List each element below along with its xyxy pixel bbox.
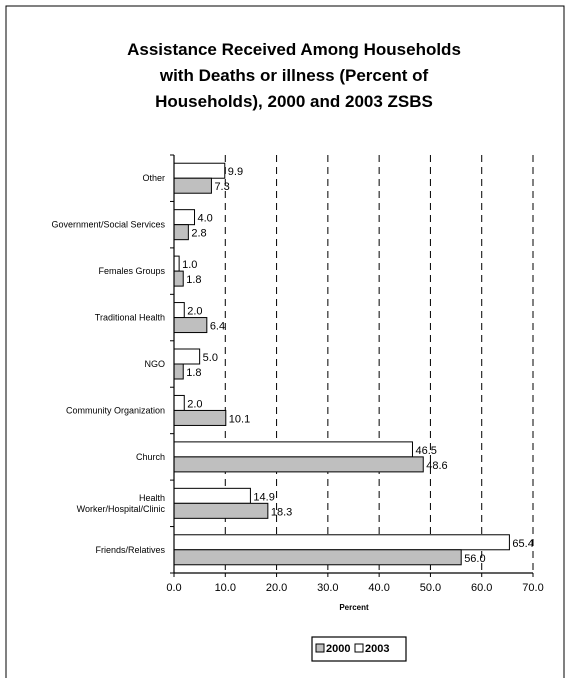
data-label-2003: 5.0 — [203, 352, 218, 364]
x-tick-label: 10.0 — [215, 582, 236, 594]
x-axis-title: Percent — [339, 603, 369, 612]
bar-2000 — [173, 317, 208, 334]
x-tick-label: 70.0 — [522, 582, 543, 594]
data-label-2003: 2.0 — [187, 398, 202, 410]
category-label: Friends/Relatives — [95, 545, 165, 555]
legend-label-2003: 2003 — [365, 643, 389, 655]
bar-2003 — [173, 209, 196, 226]
data-label-2003: 14.9 — [253, 491, 274, 503]
category-label: Females Groups — [98, 266, 165, 276]
category-label: Traditional Health — [95, 313, 165, 323]
data-label-2000: 1.8 — [186, 274, 201, 286]
bar-2000 — [173, 549, 462, 566]
category-label: NGO — [144, 359, 165, 369]
category-label: Other — [142, 173, 165, 183]
category-label: Government/Social Services — [51, 220, 165, 230]
bar-2000 — [173, 177, 212, 194]
data-label-2000: 48.6 — [426, 460, 447, 472]
bars-group — [173, 162, 510, 566]
bar-2000 — [173, 456, 424, 473]
x-tick-label: 50.0 — [420, 582, 441, 594]
bar-2003 — [173, 162, 226, 179]
legend-swatch-2000 — [315, 643, 325, 653]
data-label-2000: 1.8 — [186, 367, 201, 379]
bar-2003 — [173, 255, 180, 272]
category-label: Community Organization — [66, 405, 165, 415]
labels-group: 0.0 10.0 20.0 30.0 40.0 50.0 60.0 70.0 9.9 7.3 Oth… — [51, 166, 543, 594]
x-tick-label: 40.0 — [368, 582, 389, 594]
data-label-2003: 1.0 — [182, 259, 197, 271]
category-label: Health — [139, 493, 165, 503]
data-label-2000: 6.4 — [210, 321, 225, 333]
x-tick-label: 30.0 — [317, 582, 338, 594]
bar-2000 — [173, 224, 189, 241]
grid-lines — [224, 155, 534, 573]
data-label-2000: 56.0 — [464, 553, 485, 565]
bar-2003 — [173, 348, 201, 365]
category-label: Church — [136, 452, 165, 462]
chart-title-line-3: Households), 2000 and 2003 ZSBS — [155, 92, 433, 111]
bar-2003 — [173, 302, 185, 319]
chart-title-line-1: Assistance Received Among Households — [127, 40, 461, 59]
data-label-2003: 2.0 — [187, 306, 202, 318]
bar-2000 — [173, 270, 184, 287]
bar-2000 — [173, 363, 184, 380]
legend-swatch-2003 — [354, 643, 364, 653]
data-label-2003: 9.9 — [228, 166, 243, 178]
x-tick-label: 0.0 — [166, 582, 181, 594]
data-label-2000: 7.3 — [214, 181, 229, 193]
data-label-2000: 18.3 — [271, 506, 292, 518]
data-label-2000: 10.1 — [229, 413, 250, 425]
data-label-2003: 46.5 — [415, 445, 436, 457]
data-label-2003: 65.4 — [512, 538, 533, 550]
data-label-2003: 4.0 — [198, 213, 213, 225]
bar-2000 — [173, 409, 227, 426]
chart-title-line-2: with Deaths or illness (Percent of — [159, 66, 429, 85]
bar-2003 — [173, 487, 251, 504]
bar-2003 — [173, 441, 413, 458]
bar-2003 — [173, 394, 185, 411]
bar-2000 — [173, 502, 269, 519]
legend: 2000 2003 — [311, 636, 407, 662]
axes — [170, 154, 534, 577]
chart-border — [5, 5, 565, 678]
x-tick-label: 60.0 — [471, 582, 492, 594]
x-tick-label: 20.0 — [266, 582, 287, 594]
bar-2003 — [173, 534, 510, 551]
category-label: Worker/Hospital/Clinic — [77, 504, 166, 514]
data-label-2000: 2.8 — [191, 228, 206, 240]
legend-label-2000: 2000 — [326, 643, 350, 655]
